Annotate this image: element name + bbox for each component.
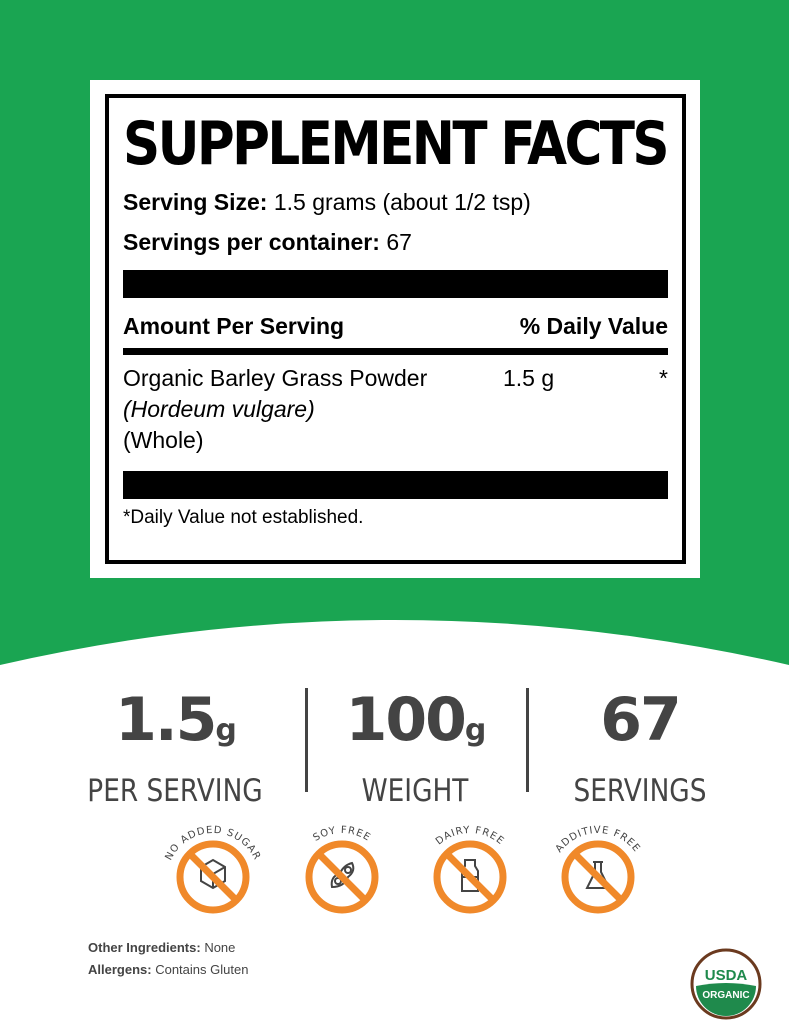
prohibited-slash-icon [187, 851, 239, 903]
ingredient-name: Organic Barley Grass Powder [123, 365, 428, 391]
table-header: Amount Per Serving% Daily Value [123, 306, 668, 355]
badge-soy-free: SOY FREE [305, 825, 379, 914]
svg-text:ADDITIVE FREE: ADDITIVE FREE [554, 825, 642, 855]
footnote: *Daily Value not established. [123, 507, 364, 528]
divider-bar [123, 270, 668, 298]
stat-weight: 100g WEIGHT [345, 685, 487, 809]
divider-bar [123, 471, 668, 499]
svg-text:USDA: USDA [705, 967, 748, 984]
badge-no-added-sugar: NO ADDED SUGAR [163, 825, 262, 914]
servings-per-container: Servings per container: 67 [123, 229, 412, 255]
ingredient-part: (Whole) [123, 427, 204, 453]
supplement-facts-label: SUPPLEMENT FACTS Serving Size: 1.5 grams… [90, 80, 700, 578]
stat-divider [305, 688, 308, 792]
badge-dairy-free: DAIRY FREE [433, 825, 507, 914]
white-curve [0, 620, 789, 681]
badge-additive-free: ADDITIVE FREE [554, 825, 642, 914]
serving-size: Serving Size: 1.5 grams (about 1/2 tsp) [123, 189, 531, 215]
svg-text:ORGANIC: ORGANIC [702, 990, 749, 1001]
stat-servings: 67 SERVINGS [573, 685, 707, 809]
ingredient-dv: * [659, 365, 668, 391]
stat-per-serving: 1.5g PER SERVING [87, 685, 263, 809]
usda-organic-seal: USDA ORGANIC [690, 948, 762, 1020]
prohibited-slash-icon [444, 851, 496, 903]
label-title: SUPPLEMENT FACTS [123, 109, 670, 179]
ingredient-row: Organic Barley Grass Powder (Hordeum vul… [123, 363, 668, 463]
prohibited-slash-icon [316, 851, 368, 903]
other-ingredients: Other Ingredients: None [88, 940, 236, 955]
ingredient-amount: 1.5 g [503, 365, 555, 391]
stat-divider [526, 688, 529, 792]
allergens: Allergens: Contains Gluten [88, 962, 249, 977]
ingredient-latin: (Hordeum vulgare) [123, 396, 315, 422]
prohibited-slash-icon [572, 851, 624, 903]
